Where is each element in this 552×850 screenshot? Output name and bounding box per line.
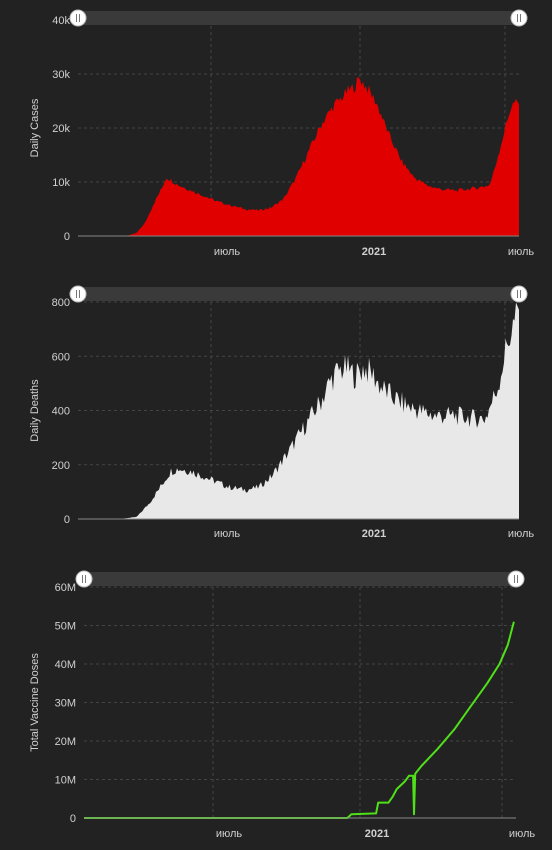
- range-slider-track[interactable]: [78, 287, 519, 301]
- series-area: [78, 302, 519, 519]
- x-tick-label: 2021: [362, 528, 386, 540]
- vaccine-doses-chart: 0 10M 20M 30M 40M 50M 60M июль 2021 июль Total Vac…: [0, 565, 552, 850]
- y-tick-label: 40M: [55, 659, 76, 671]
- x-tick-label: июль: [508, 528, 535, 540]
- y-tick-label: 0: [64, 231, 70, 243]
- y-tick-label: 10M: [55, 775, 76, 787]
- y-tick-label: 0: [64, 514, 70, 526]
- range-slider-left-handle[interactable]: [75, 570, 93, 588]
- x-tick-label: июль: [509, 828, 536, 840]
- range-slider-left-handle[interactable]: [69, 285, 87, 303]
- y-tick-label: 40k: [52, 15, 70, 27]
- y-tick-label: 200: [52, 460, 70, 472]
- range-slider-left-handle[interactable]: [69, 9, 87, 27]
- range-slider-right-handle[interactable]: [510, 285, 528, 303]
- x-tick-label: июль: [216, 828, 243, 840]
- y-tick-label: 60M: [55, 582, 76, 594]
- x-tick-label: июль: [214, 528, 241, 540]
- y-tick-label: 20k: [52, 123, 70, 135]
- series-area: [78, 77, 519, 236]
- y-tick-label: 400: [52, 406, 70, 418]
- range-slider-right-handle[interactable]: [507, 570, 525, 588]
- y-tick-label: 30k: [52, 69, 70, 81]
- range-slider-right-handle[interactable]: [510, 9, 528, 27]
- x-tick-label: 2021: [362, 246, 386, 258]
- series-line: [84, 621, 515, 819]
- x-tick-label: 2021: [365, 828, 389, 840]
- y-axis-label: Daily Deaths: [29, 379, 41, 442]
- y-axis-label: Total Vaccine Doses: [29, 653, 41, 752]
- y-tick-label: 10k: [52, 177, 70, 189]
- x-tick-label: июль: [214, 246, 241, 258]
- daily-deaths-chart: 0 200 400 600 800 июль 2021 июль Daily Deaths: [0, 282, 552, 552]
- y-tick-label: 20M: [55, 736, 76, 748]
- y-tick-label: 600: [52, 351, 70, 363]
- daily-cases-chart: 0 10k 20k 30k 40k июль 2021 июль Daily Cases: [0, 0, 552, 270]
- range-slider-track[interactable]: [84, 572, 516, 586]
- x-tick-label: июль: [508, 246, 535, 258]
- y-tick-label: 30M: [55, 698, 76, 710]
- range-slider-track[interactable]: [78, 11, 519, 25]
- y-tick-label: 50M: [55, 621, 76, 633]
- y-tick-label: 800: [52, 297, 70, 309]
- y-axis-label: Daily Cases: [29, 98, 41, 157]
- y-tick-label: 0: [70, 813, 76, 825]
